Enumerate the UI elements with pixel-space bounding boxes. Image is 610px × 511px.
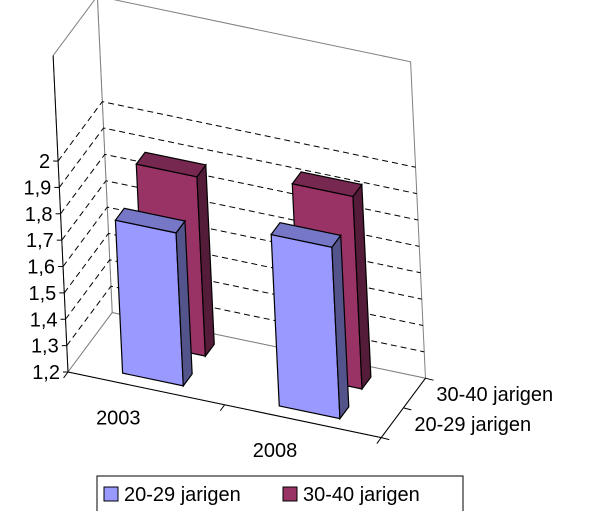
- depth-tick-label: 30-40 jarigen: [436, 384, 553, 406]
- depth-tick-mark: [381, 437, 390, 441]
- gridline: [65, 259, 424, 326]
- x-tick-mark: [63, 371, 69, 379]
- gridline: [57, 101, 416, 168]
- gridline: [60, 153, 419, 221]
- y-tick-label: 1,6: [27, 257, 55, 279]
- y-tick-label: 1,3: [31, 336, 59, 358]
- gridline: [66, 285, 425, 353]
- bars: [114, 151, 372, 421]
- gridline: [63, 232, 422, 300]
- bar-top: [135, 151, 207, 178]
- bar-top: [270, 221, 342, 248]
- y-tick-label: 1,4: [30, 309, 58, 331]
- x-tick-mark: [376, 437, 382, 444]
- x-tick-label: 2008: [253, 440, 298, 462]
- tick-labels: 1,2 1,3 1,4 1,5 1,6 1,7 1,8 1,9 2 2003 2008 20-29 j…: [24, 151, 554, 462]
- legend: 20-29 jarigen 30-40 jarigen: [96, 475, 464, 511]
- bar-front: [270, 233, 341, 420]
- bar-front: [114, 219, 184, 387]
- y-tick-label: 2: [39, 151, 50, 173]
- legend-box: [96, 475, 464, 511]
- gridline: [58, 127, 417, 195]
- bar: [114, 207, 193, 388]
- y-tick-label: 1,8: [25, 204, 53, 226]
- y-axis-line: [52, 55, 69, 373]
- y-tick-label: 1,7: [26, 230, 54, 252]
- bar-top: [114, 207, 186, 234]
- depth-tick-label: 20-29 jarigen: [414, 414, 531, 436]
- x-tick-label: 2003: [96, 407, 141, 429]
- bar-top: [291, 171, 363, 198]
- y-tick-label: 1,5: [28, 283, 56, 305]
- legend-label: 20-29 jarigen: [124, 484, 241, 506]
- gridlines: [57, 101, 425, 353]
- legend-label: 30-40 jarigen: [303, 484, 420, 506]
- x-tick-mark: [219, 404, 226, 412]
- depth-tick-mark: [425, 377, 434, 381]
- depth-tick-mark: [403, 407, 412, 411]
- gridline: [62, 206, 421, 274]
- axes: [52, 55, 434, 444]
- legend-swatch: [103, 486, 119, 502]
- y-tick-label: 1,2: [32, 362, 60, 384]
- y-tick-label: 1,9: [24, 177, 52, 199]
- bar: [270, 221, 350, 421]
- legend-swatch: [282, 486, 298, 502]
- gridline: [61, 180, 420, 247]
